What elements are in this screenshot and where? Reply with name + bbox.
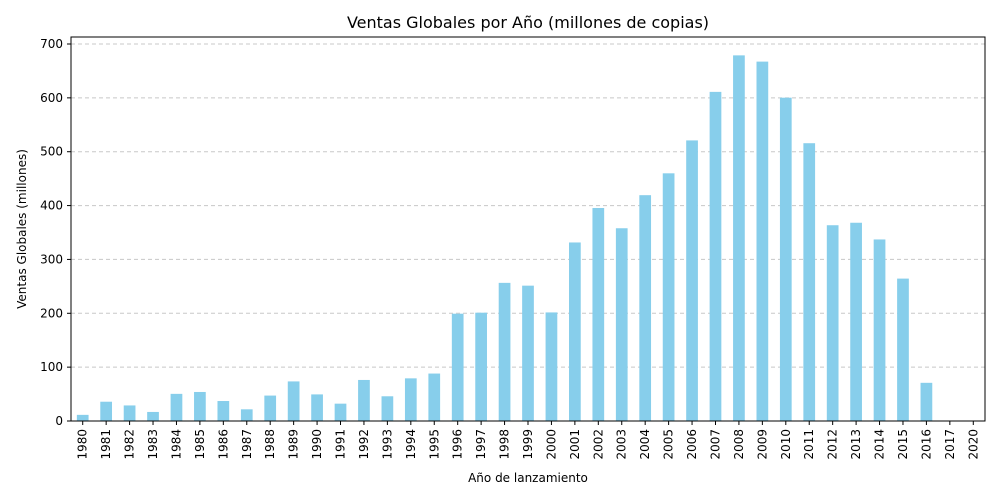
bar [663, 173, 675, 421]
y-tick-label: 0 [55, 414, 63, 428]
x-tick-label: 1993 [380, 429, 394, 460]
bar [264, 396, 276, 421]
bar [358, 380, 370, 421]
y-ticks: 0 100 200 300 400 500 600 700 [40, 37, 71, 428]
x-tick-label: 1990 [310, 429, 324, 460]
bar [147, 412, 159, 421]
x-tick-label: 2012 [826, 429, 840, 460]
bar [124, 405, 136, 421]
x-tick-label: 1987 [240, 429, 254, 460]
x-tick-label: 1996 [451, 429, 465, 460]
bar [710, 92, 722, 421]
x-tick-label: 2013 [849, 429, 863, 460]
bar [592, 208, 604, 421]
bar [546, 312, 558, 421]
bar [311, 394, 323, 421]
bar [475, 313, 487, 421]
bar [803, 143, 815, 421]
bar [897, 279, 909, 421]
x-tick-label: 1998 [498, 429, 512, 460]
x-tick-label: 1982 [123, 429, 137, 460]
bar [382, 396, 394, 421]
x-tick-label: 1991 [334, 429, 348, 460]
bar [921, 383, 933, 421]
y-tick-label: 600 [40, 91, 63, 105]
bar [77, 415, 89, 421]
bar [100, 402, 112, 421]
x-tick-label: 2003 [615, 429, 629, 460]
bar [428, 374, 440, 421]
x-tick-label: 2000 [544, 429, 558, 460]
chart-title: Ventas Globales por Año (millones de cop… [347, 13, 709, 32]
y-tick-label: 300 [40, 252, 63, 266]
x-tick-label: 2010 [779, 429, 793, 460]
bar [874, 239, 886, 421]
x-tick-label: 2002 [591, 429, 605, 460]
bar [686, 140, 698, 421]
x-tick-label: 1997 [474, 429, 488, 460]
x-tick-label: 2007 [708, 429, 722, 460]
x-tick-label: 1994 [404, 429, 418, 460]
bar [194, 392, 206, 421]
x-tick-label: 2016 [919, 429, 933, 460]
x-tick-label: 1985 [193, 429, 207, 460]
bar [171, 394, 183, 421]
bar [733, 55, 745, 421]
x-tick-label: 1999 [521, 429, 535, 460]
x-tick-label: 2005 [662, 429, 676, 460]
x-tick-label: 2017 [943, 429, 957, 460]
x-tick-label: 2020 [966, 429, 980, 460]
bar [522, 286, 534, 421]
x-tick-label: 1992 [357, 429, 371, 460]
x-tick-label: 2008 [732, 429, 746, 460]
bars [77, 55, 979, 421]
bar [452, 314, 464, 421]
bar [827, 225, 839, 421]
x-tick-label: 2001 [568, 429, 582, 460]
bar [335, 404, 347, 421]
x-tick-label: 2015 [896, 429, 910, 460]
x-tick-label: 1980 [76, 429, 90, 460]
bar [405, 378, 417, 421]
y-tick-label: 700 [40, 37, 63, 51]
x-tick-label: 2011 [802, 429, 816, 460]
bar [569, 242, 581, 421]
y-tick-label: 100 [40, 360, 63, 374]
bar [757, 62, 769, 421]
x-tick-label: 1981 [99, 429, 113, 460]
x-tick-label: 1984 [169, 429, 183, 460]
x-tick-label: 1988 [263, 429, 277, 460]
x-tick-label: 1989 [287, 429, 301, 460]
y-axis-label: Ventas Globales (millones) [15, 149, 29, 309]
y-tick-label: 400 [40, 199, 63, 213]
x-tick-label: 1983 [146, 429, 160, 460]
bar [499, 283, 511, 421]
bar [616, 228, 628, 421]
x-tick-label: 2014 [873, 429, 887, 460]
bar [850, 223, 862, 421]
bar [217, 401, 229, 421]
bar [780, 98, 792, 421]
y-tick-label: 500 [40, 145, 63, 159]
y-tick-label: 200 [40, 306, 63, 320]
x-ticks: 1980 1981 1982 1983 1984 1985 1986 1987 1988 1989… [76, 421, 981, 460]
x-tick-label: 1995 [427, 429, 441, 460]
x-tick-label: 2009 [755, 429, 769, 460]
bar [241, 409, 253, 421]
bar [288, 381, 300, 421]
x-axis-label: Año de lanzamiento [468, 471, 588, 485]
bar [639, 195, 651, 421]
x-tick-label: 1986 [216, 429, 230, 460]
x-tick-label: 2006 [685, 429, 699, 460]
x-tick-label: 2004 [638, 429, 652, 460]
